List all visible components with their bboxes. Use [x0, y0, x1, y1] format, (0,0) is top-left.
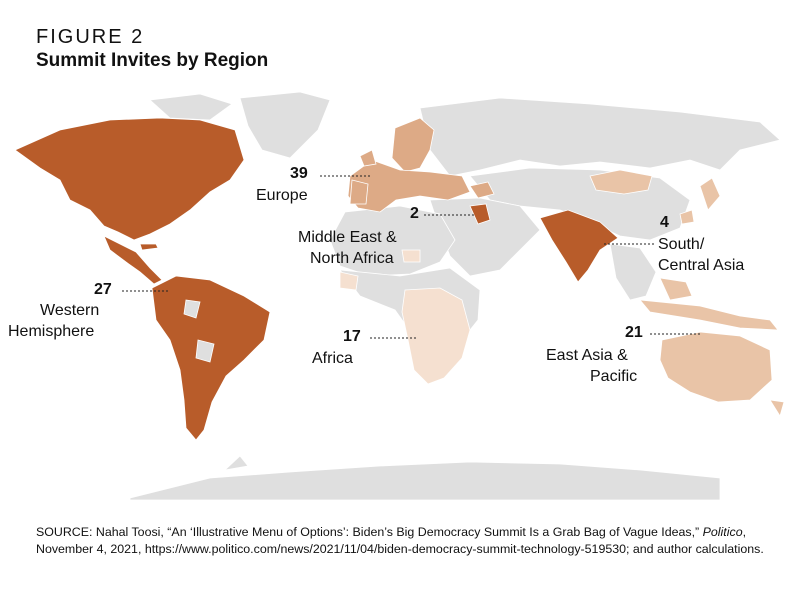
africa-region: [339, 271, 471, 385]
middle-east-name-line1: Middle East &: [298, 229, 397, 246]
antarctica: [129, 461, 721, 501]
source-publication: Politico: [702, 525, 743, 539]
non-invited-south-america: [183, 299, 215, 363]
south-central-asia-name-line1: South/: [658, 236, 705, 253]
greenland: [239, 91, 331, 159]
source-suffix: , November 4, 2021, https://www.politico…: [36, 525, 764, 556]
south-central-asia-count: 4: [660, 214, 669, 231]
south-central-asia-name-line2: Central Asia: [658, 257, 745, 274]
east-asia-pacific-region: [589, 169, 785, 417]
europe-region: [347, 117, 495, 213]
north-africa: [329, 205, 456, 277]
mena-light-region: [401, 249, 421, 263]
europe-count: 39: [290, 165, 308, 182]
europe-name: Europe: [256, 187, 308, 204]
east-asia-pacific-name-line2: Pacific: [590, 368, 638, 385]
africa-name: Africa: [312, 350, 353, 367]
southeast-asia: [609, 243, 657, 301]
russia: [419, 97, 781, 177]
arctic-islands: [149, 93, 233, 121]
middle-east-count: 2: [410, 205, 419, 222]
africa-count: 17: [343, 328, 361, 345]
land-background: [129, 91, 781, 501]
figure-title: Summit Invites by Region: [36, 50, 269, 71]
leader-lines: [122, 175, 700, 339]
western-hemisphere-name-line2: Hemisphere: [8, 323, 95, 340]
western-hemisphere-name-line1: Western: [40, 302, 100, 319]
east-asia-pacific-count: 21: [625, 324, 643, 341]
western-hemisphere-region: [14, 117, 271, 441]
antarctic-peninsula: [223, 455, 249, 471]
western-hemisphere-count: 27: [94, 281, 112, 298]
source-prefix: SOURCE: Nahal Toosi, “An ‘Illustrative M…: [36, 525, 703, 539]
middle-east-name-line2: North Africa: [310, 250, 394, 267]
south-central-asia-region: [539, 209, 619, 283]
east-asia-pacific-name-line1: East Asia &: [546, 347, 628, 364]
source-note: SOURCE: Nahal Toosi, “An ‘Illustrative M…: [36, 524, 776, 558]
figure-label: FIGURE 2: [36, 26, 145, 48]
middle-east-north-africa-region: [469, 203, 491, 225]
